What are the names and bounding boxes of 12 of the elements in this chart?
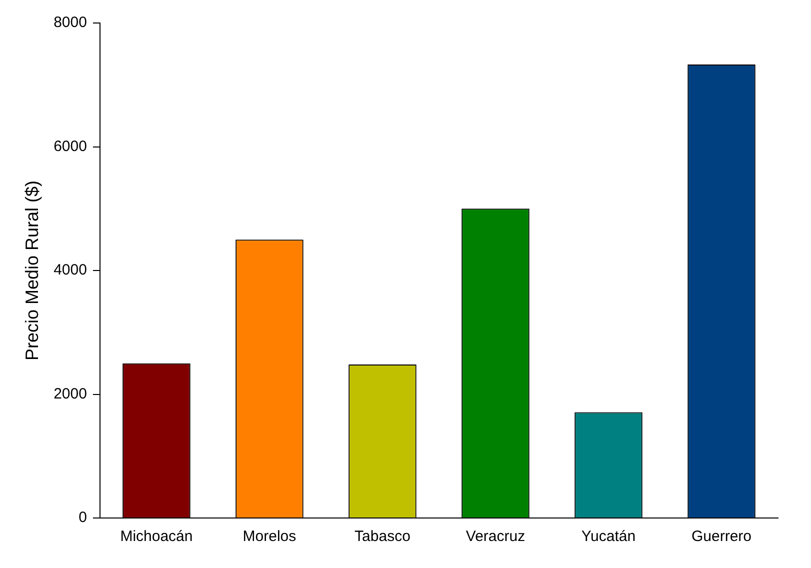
y-tick-label: 0 xyxy=(78,509,87,526)
x-tick-label: Morelos xyxy=(242,528,296,546)
x-tick-label: Michoacán xyxy=(120,528,193,546)
y-tick-label: 8000 xyxy=(54,14,87,32)
x-tick-label: Veracruz xyxy=(466,528,526,546)
x-tick-label: Tabasco xyxy=(354,528,410,546)
y-tick-label: 2000 xyxy=(54,385,87,402)
y-tick-label: 6000 xyxy=(54,138,87,155)
x-tick-label: Yucatán xyxy=(581,528,636,546)
y-tick-label: 4000 xyxy=(54,262,87,279)
y-axis-title: Precio Medio Rural ($) xyxy=(22,180,42,361)
x-tick-label: Guerrero xyxy=(691,528,752,546)
